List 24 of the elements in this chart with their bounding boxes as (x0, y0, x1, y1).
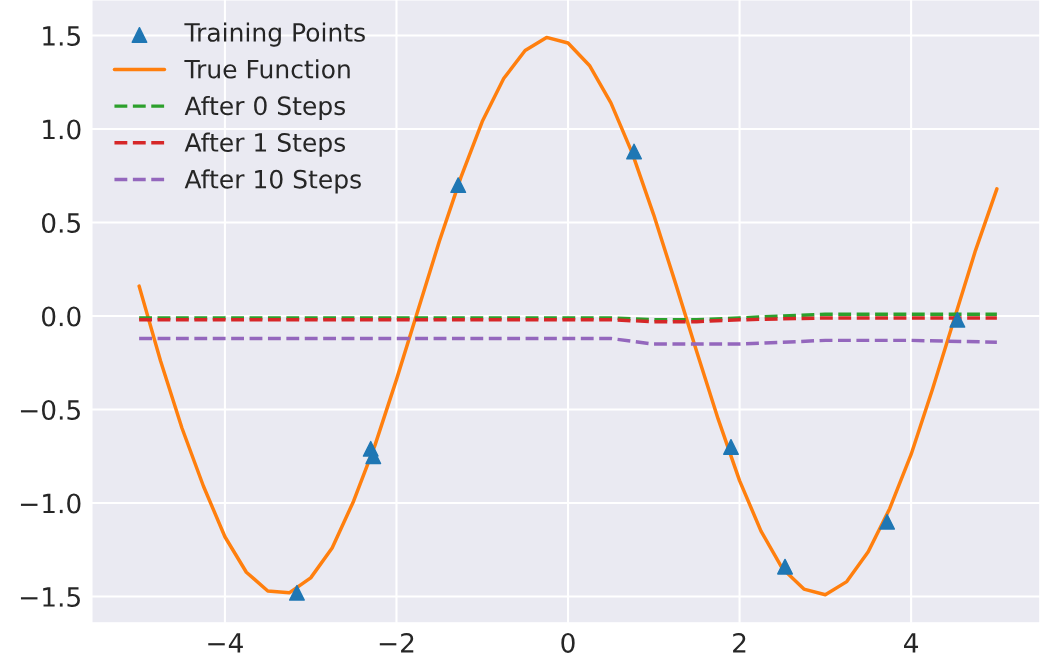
y-tick-label: −1.5 (20, 587, 80, 607)
point (879, 513, 896, 530)
y-tick-label: 0.0 (42, 306, 81, 327)
y-tick-label: 1.5 (43, 26, 80, 46)
point (288, 584, 305, 601)
y-tick-label: −0.5 (20, 400, 80, 420)
legend-label: After 0 Steps (184, 95, 346, 121)
legend-label: True Function (184, 59, 350, 79)
point (450, 177, 467, 194)
legend-label: Training Points (184, 22, 365, 47)
x-tick-label: 2 (733, 632, 746, 653)
point (777, 558, 794, 575)
point (949, 311, 966, 328)
y-tick-label: −1.0 (20, 493, 81, 514)
point (626, 143, 643, 160)
x-tick-label: 4 (904, 633, 919, 653)
x-tick-label: −2 (379, 632, 414, 653)
legend-label: After 10 Steps (184, 169, 361, 194)
legend-label: After 1 Steps (184, 132, 346, 157)
x-tick-label: −4 (208, 633, 243, 653)
y-tick-label: 1.0 (43, 119, 81, 140)
x-tick-label: 0 (561, 632, 575, 653)
point (723, 438, 739, 455)
y-tick-label: 0.5 (42, 212, 80, 233)
